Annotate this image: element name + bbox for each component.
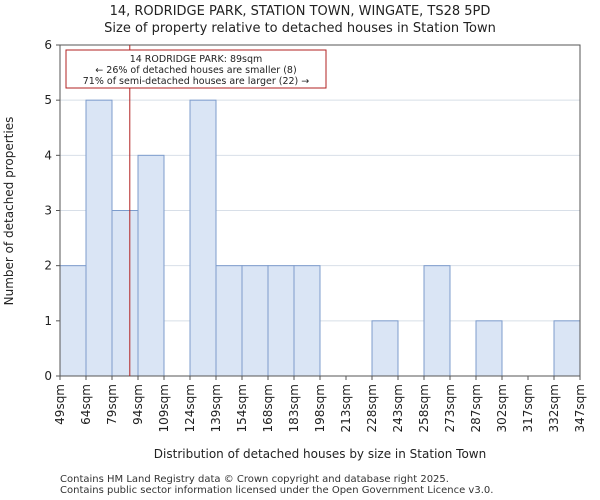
bar-49sqm [59, 265, 87, 377]
y-axis-label: Number of detached properties [2, 117, 16, 306]
y-tick-label: 1 [44, 314, 52, 328]
x-tick-label: 198sqm [313, 384, 327, 432]
bar-258sqm [423, 265, 451, 377]
footer-line-1: Contains HM Land Registry data © Crown c… [60, 474, 449, 485]
x-tick-label: 273sqm [443, 384, 457, 432]
bar-139sqm [215, 265, 243, 377]
x-tick-label: 124sqm [183, 384, 197, 432]
y-tick-label: 6 [44, 38, 52, 52]
plot-frame [59, 44, 581, 377]
bar-154sqm [241, 265, 269, 377]
annotation-line-2: ← 26% of detached houses are smaller (8) [95, 65, 296, 76]
x-tick-label: 243sqm [391, 384, 405, 432]
bar-124sqm [189, 99, 217, 377]
annotation-line-1: 14 RODRIDGE PARK: 89sqm [130, 54, 263, 65]
bar-79sqm [111, 210, 139, 377]
bar-64sqm [85, 99, 113, 377]
annotation-line-3: 71% of semi-detached houses are larger (… [83, 76, 310, 87]
chart-title: 14, RODRIDGE PARK, STATION TOWN, WINGATE… [110, 4, 491, 19]
x-tick-label: 79sqm [105, 384, 119, 425]
annotation-box: 14 RODRIDGE PARK: 89sqm ← 26% of detache… [65, 49, 327, 89]
bar-332sqm [553, 320, 581, 377]
bar-94sqm [137, 154, 165, 377]
x-axis-ticks: 49sqm 64sqm 79sqm 94sqm 109sqm 124sqm 139sqm 15… [53, 376, 587, 432]
bar-228sqm [371, 320, 399, 377]
histogram-chart: 14, RODRIDGE PARK, STATION TOWN, WINGATE… [2, 4, 587, 461]
x-tick-label: 154sqm [235, 384, 249, 432]
bar-287sqm [475, 320, 503, 377]
y-tick-label: 4 [44, 148, 52, 162]
x-tick-label: 109sqm [157, 384, 171, 432]
y-tick-label: 0 [44, 369, 52, 383]
x-tick-label: 347sqm [573, 384, 587, 432]
chart-subtitle: Size of property relative to detached ho… [104, 21, 496, 36]
x-tick-label: 258sqm [417, 384, 431, 432]
x-tick-label: 332sqm [547, 384, 561, 432]
x-tick-label: 94sqm [131, 384, 145, 425]
bar-183sqm [293, 265, 321, 377]
y-axis-ticks: 0 1 2 3 4 5 6 [44, 38, 60, 383]
x-tick-label: 168sqm [261, 384, 275, 432]
y-tick-label: 5 [44, 93, 52, 107]
x-tick-label: 64sqm [79, 384, 93, 425]
bar-168sqm [267, 265, 295, 377]
y-tick-label: 3 [44, 204, 52, 218]
y-tick-label: 2 [44, 259, 52, 273]
bars [59, 99, 581, 377]
x-tick-label: 228sqm [365, 384, 379, 432]
footer-line-2: Contains public sector information licen… [60, 485, 494, 496]
x-tick-label: 139sqm [209, 384, 223, 432]
x-tick-label: 49sqm [53, 384, 67, 425]
x-tick-label: 183sqm [287, 384, 301, 432]
x-tick-label: 213sqm [339, 384, 353, 432]
x-axis-label: Distribution of detached houses by size … [154, 447, 486, 461]
x-tick-label: 302sqm [495, 384, 509, 432]
x-tick-label: 287sqm [469, 384, 483, 432]
x-tick-label: 317sqm [521, 384, 535, 432]
